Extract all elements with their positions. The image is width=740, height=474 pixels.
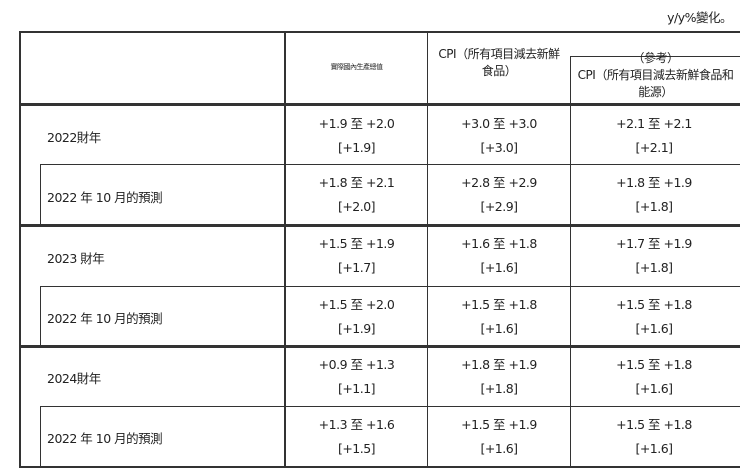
- border-left: [19, 31, 21, 468]
- point-estimate: [+1.8]: [480, 381, 518, 396]
- row-divider: [40, 406, 740, 407]
- row-divider: [19, 224, 740, 227]
- row-divider: [40, 164, 740, 165]
- unit-note: y/y%變化。: [667, 10, 732, 25]
- point-estimate: [+1.6]: [480, 321, 518, 336]
- table-cell: +1.5 至 +1.9 [+1.6]: [428, 413, 570, 461]
- table-cell: +3.0 至 +3.0 [+3.0]: [428, 112, 570, 160]
- table-cell: +1.5 至 +2.0 [+1.9]: [286, 293, 427, 341]
- point-estimate: [+1.6]: [635, 321, 673, 336]
- range: +1.5 至 +1.8: [616, 417, 692, 432]
- row-label: 2022 年 10 月的預測: [47, 311, 163, 326]
- range: +1.5 至 +1.9: [318, 236, 395, 251]
- range: +1.8 至 +2.1: [318, 175, 395, 190]
- table-cell: +2.1 至 +2.1 [+2.1]: [571, 112, 737, 160]
- row-label: 2022財年: [47, 129, 101, 145]
- table-cell: +1.5 至 +1.8 [+1.6]: [428, 293, 570, 341]
- range: +2.1 至 +2.1: [616, 116, 692, 131]
- point-estimate: [+1.8]: [635, 260, 673, 275]
- border-top: [19, 31, 740, 33]
- point-estimate: [+1.6]: [480, 260, 518, 275]
- header-cpi: CPI（所有項目減去新鮮食品）: [438, 47, 560, 78]
- table-cell: +1.8 至 +1.9 [+1.8]: [428, 353, 570, 401]
- point-estimate: [+1.8]: [635, 199, 673, 214]
- row-label: 2024財年: [47, 371, 101, 386]
- col-divider: [570, 56, 571, 468]
- header-divider: [19, 103, 740, 106]
- point-estimate: [+1.7]: [337, 260, 376, 275]
- table-cell: +1.5 至 +1.8 [+1.6]: [571, 353, 737, 401]
- range: +1.5 至 +1.9: [461, 417, 537, 432]
- range: +2.8 至 +2.9: [461, 175, 537, 190]
- ref-header-top: [570, 56, 740, 57]
- row-label: 2022 年 10 月的預測: [47, 431, 163, 446]
- row-divider: [19, 345, 740, 348]
- point-estimate: [+2.0]: [337, 199, 376, 214]
- col-divider: [427, 31, 428, 468]
- range: +1.8 至 +1.9: [616, 175, 692, 190]
- table-cell: +1.3 至 +1.6 [+1.5]: [286, 413, 427, 461]
- row-label: 2023 財年: [47, 250, 105, 266]
- table-cell: +1.6 至 +1.8 [+1.6]: [428, 232, 570, 280]
- table-cell: +1.8 至 +2.1 [+2.0]: [286, 171, 427, 219]
- range: +3.0 至 +3.0: [461, 116, 537, 131]
- border-bottom: [19, 466, 740, 468]
- range: +1.5 至 +2.0: [318, 297, 395, 312]
- table-cell: +1.9 至 +2.0 [+1.9]: [286, 112, 427, 160]
- row-divider: [40, 286, 740, 287]
- table-cell: +2.8 至 +2.9 [+2.9]: [428, 171, 570, 219]
- point-estimate: [+1.6]: [635, 441, 673, 456]
- table-cell: +1.5 至 +1.8 [+1.6]: [571, 413, 737, 461]
- table-cell: +1.8 至 +1.9 [+1.8]: [571, 171, 737, 219]
- range: +1.9 至 +2.0: [318, 116, 395, 131]
- range: +1.5 至 +1.8: [616, 357, 692, 372]
- point-estimate: [+1.6]: [480, 441, 518, 456]
- table-cell: +1.5 至 +1.9 [+1.7]: [286, 232, 427, 280]
- indent-divider: [40, 286, 41, 346]
- point-estimate: [+2.9]: [480, 199, 518, 214]
- table-cell: +0.9 至 +1.3 [+1.1]: [286, 353, 427, 401]
- col-divider: [284, 31, 286, 468]
- point-estimate: [+1.9]: [337, 140, 376, 155]
- table-cell: +1.5 至 +1.8 [+1.6]: [571, 293, 737, 341]
- range: +1.3 至 +1.6: [318, 417, 395, 432]
- range: +0.9 至 +1.3: [318, 357, 395, 372]
- range: +1.6 至 +1.8: [461, 236, 537, 251]
- range: +1.8 至 +1.9: [461, 357, 537, 372]
- header-cpi-core: （參考） CPI（所有項目減去新鮮食品和能源）: [577, 51, 734, 99]
- point-estimate: [+1.1]: [337, 381, 376, 396]
- point-estimate: [+3.0]: [480, 140, 518, 155]
- header-gdp: 實際國內生產總值: [330, 63, 384, 71]
- point-estimate: [+1.9]: [337, 321, 376, 336]
- point-estimate: [+1.6]: [635, 381, 673, 396]
- indent-divider: [40, 406, 41, 466]
- range: +1.7 至 +1.9: [616, 236, 692, 251]
- range: +1.5 至 +1.8: [461, 297, 537, 312]
- table-cell: +1.7 至 +1.9 [+1.8]: [571, 232, 737, 280]
- indent-divider: [40, 164, 41, 225]
- point-estimate: [+1.5]: [337, 441, 376, 456]
- row-label: 2022 年 10 月的預測: [47, 189, 163, 205]
- range: +1.5 至 +1.8: [616, 297, 692, 312]
- point-estimate: [+2.1]: [635, 140, 673, 155]
